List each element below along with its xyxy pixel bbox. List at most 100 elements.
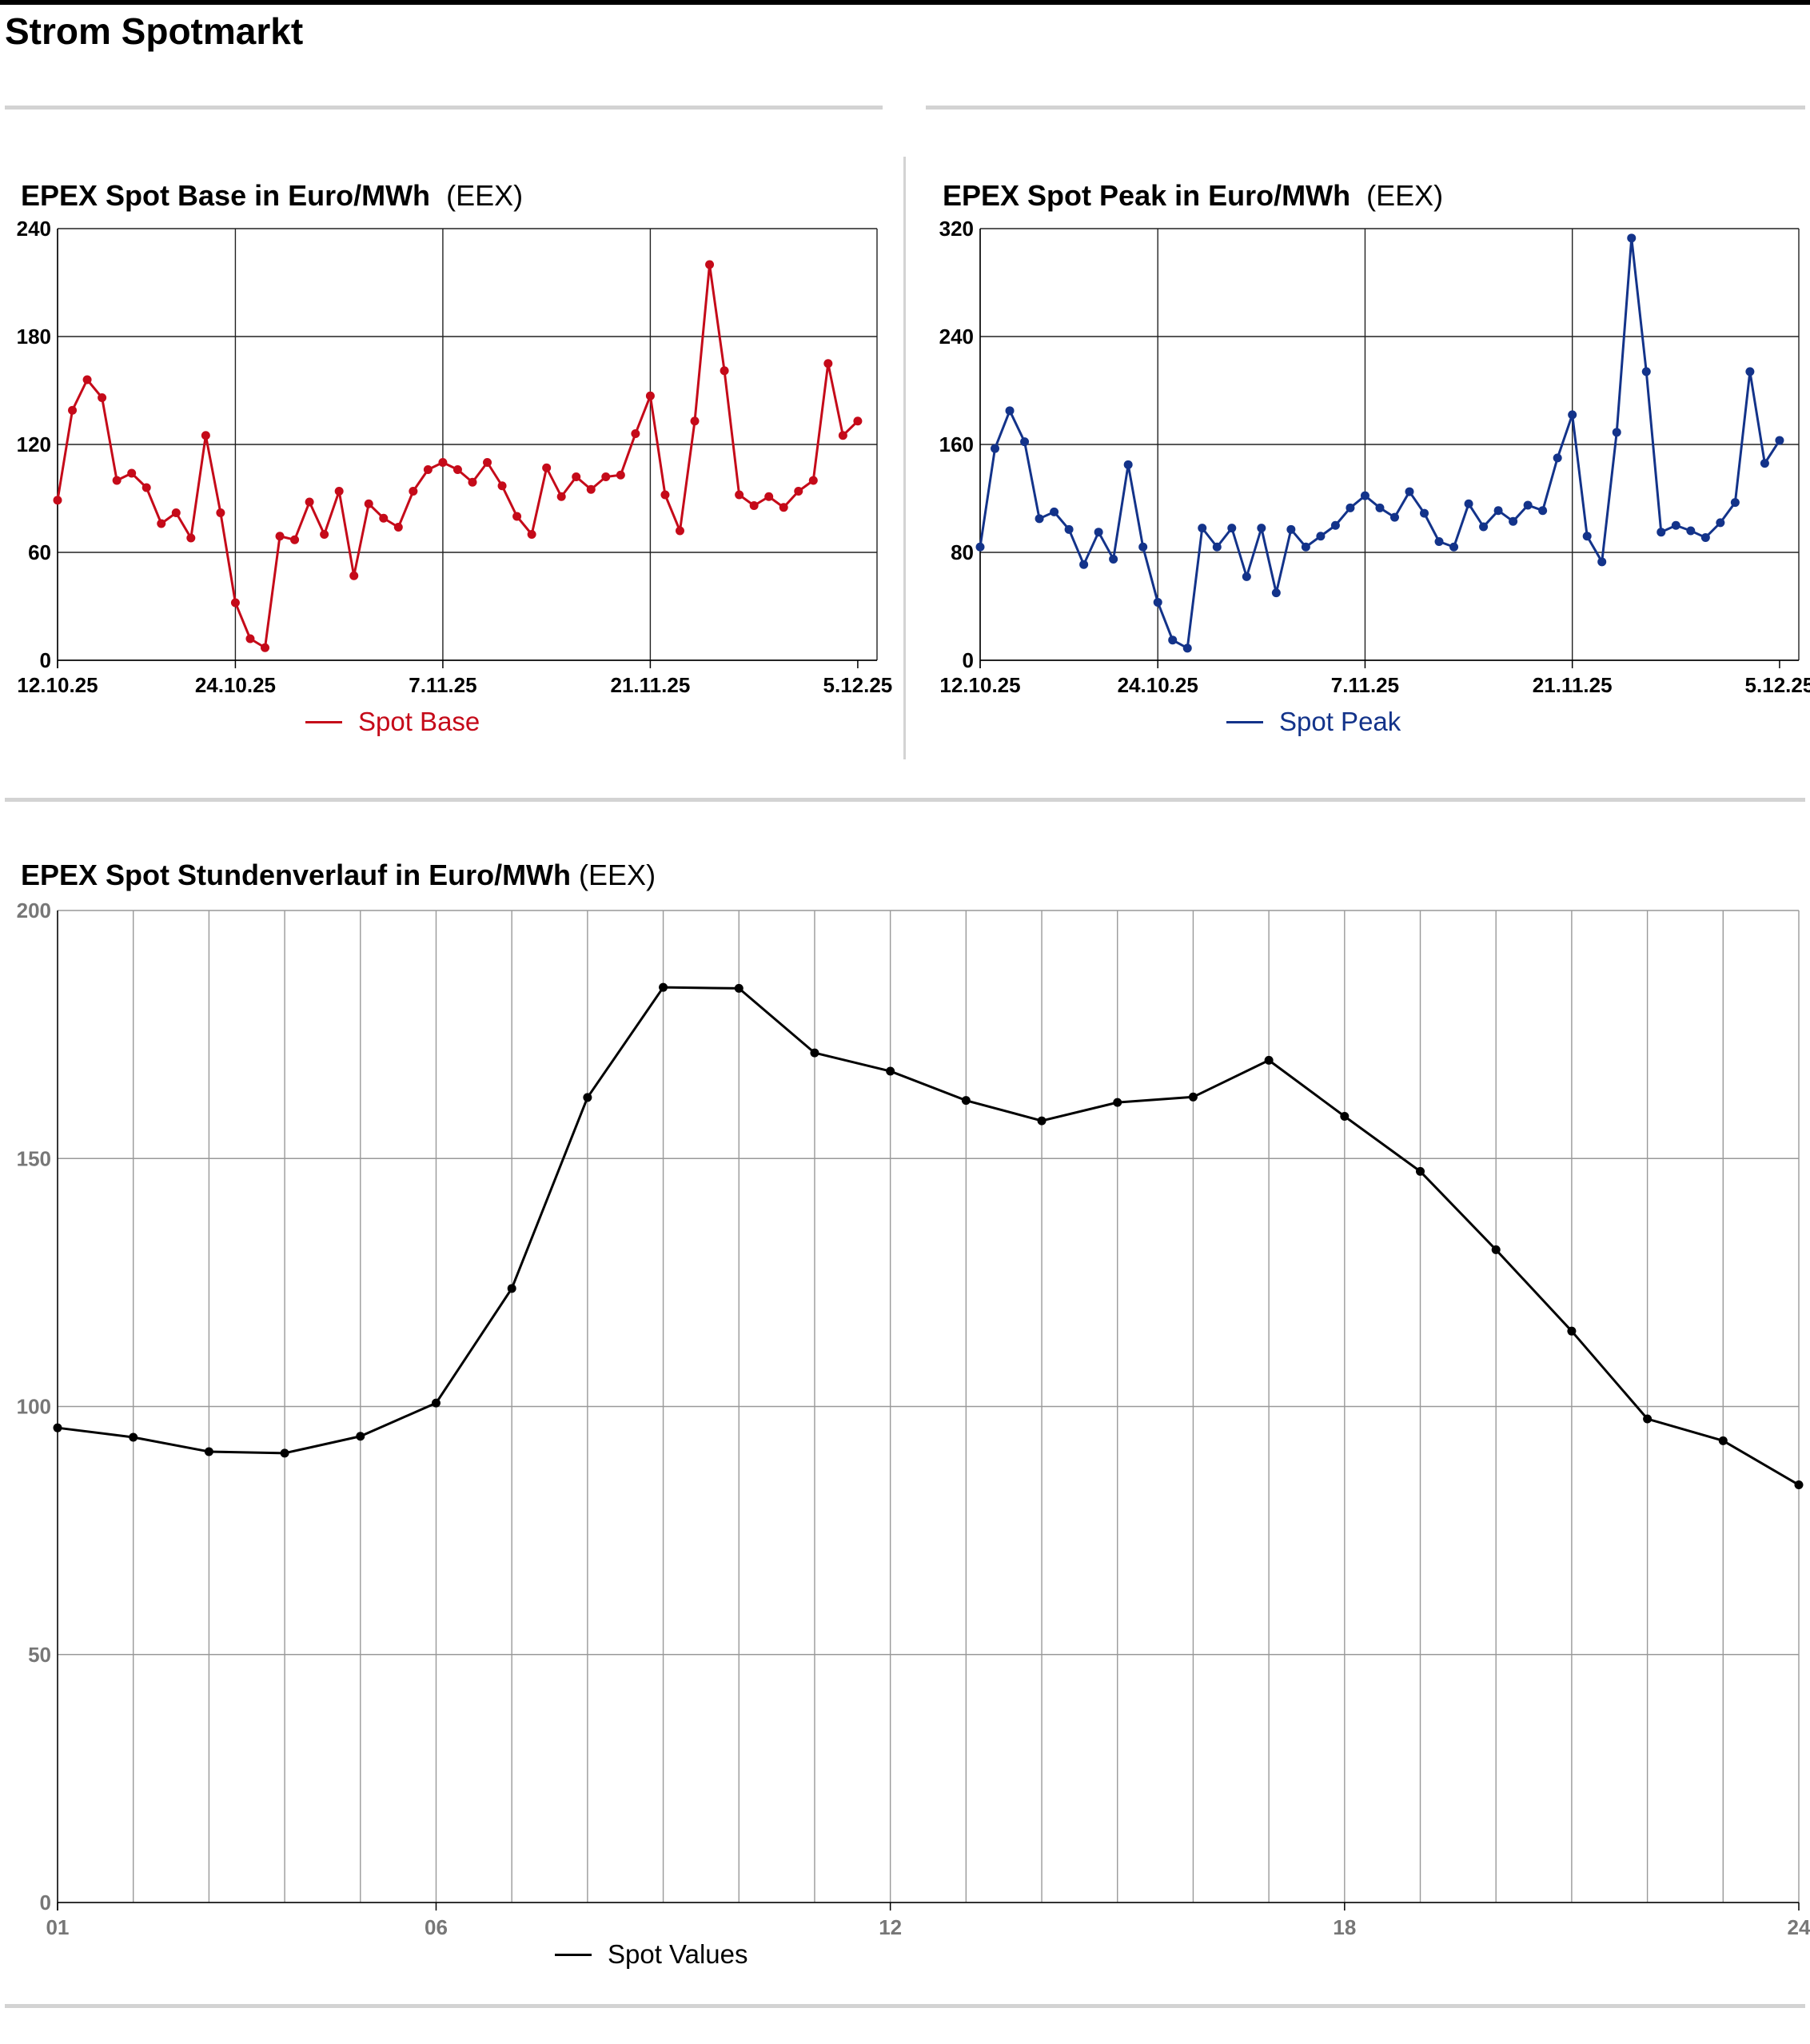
base-data-point bbox=[572, 472, 581, 481]
peak-data-point bbox=[1257, 524, 1266, 533]
hourly-legend: Spot Values bbox=[555, 1939, 748, 1970]
peak-data-point bbox=[1050, 507, 1059, 516]
peak-data-point bbox=[1020, 437, 1030, 447]
base-data-point bbox=[542, 463, 552, 472]
base-legend-label: Spot Base bbox=[358, 707, 480, 736]
peak-data-point bbox=[1389, 512, 1399, 522]
hourly-ytick-label: 100 bbox=[17, 1395, 51, 1419]
peak-data-point bbox=[1730, 498, 1740, 508]
peak-data-point bbox=[1449, 542, 1459, 552]
hourly-data-point bbox=[1264, 1055, 1274, 1065]
peak-data-point bbox=[1138, 542, 1148, 552]
peak-data-point bbox=[1346, 503, 1355, 512]
base-data-point bbox=[393, 523, 403, 532]
hourly-data-point bbox=[810, 1048, 819, 1058]
base-data-point bbox=[305, 497, 314, 507]
base-data-point bbox=[216, 508, 225, 517]
peak-data-point bbox=[1612, 428, 1621, 437]
peak-data-point bbox=[1286, 524, 1296, 534]
page-title: Strom Spotmarkt bbox=[5, 10, 304, 52]
base-data-point bbox=[290, 535, 300, 544]
peak-data-point bbox=[1035, 514, 1044, 524]
base-data-point bbox=[660, 490, 670, 500]
peak-data-point bbox=[1464, 499, 1473, 508]
base-data-point bbox=[468, 477, 477, 487]
base-data-point bbox=[275, 532, 285, 541]
base-data-point bbox=[720, 366, 729, 376]
peak-data-point bbox=[1198, 524, 1207, 533]
hourly-data-point bbox=[129, 1432, 138, 1442]
base-chart-title-text: EPEX Spot Base in Euro/MWh bbox=[21, 179, 431, 212]
hourly-data-point bbox=[1340, 1112, 1350, 1122]
base-data-point bbox=[616, 470, 625, 480]
base-data-point bbox=[379, 513, 389, 523]
hourly-data-point bbox=[280, 1448, 289, 1458]
hourly-data-point bbox=[507, 1284, 516, 1293]
base-data-point bbox=[705, 260, 715, 269]
hourly-chart: 0 50 100 150 200 01 06 12 18 24 bbox=[17, 898, 1810, 1939]
base-data-point bbox=[98, 393, 107, 402]
peak-data-point bbox=[1568, 410, 1577, 420]
peak-legend-label: Spot Peak bbox=[1279, 707, 1401, 736]
base-data-point bbox=[823, 359, 833, 369]
top-rule bbox=[0, 0, 1810, 5]
divider-vertical bbox=[903, 157, 906, 759]
hourly-chart-title-text: EPEX Spot Stundenverlauf in Euro/MWh bbox=[21, 859, 572, 891]
base-data-point bbox=[527, 530, 536, 539]
base-data-point bbox=[334, 487, 344, 496]
peak-data-point bbox=[1405, 487, 1414, 496]
hourly-ytick-label: 200 bbox=[17, 898, 51, 922]
peak-data-point bbox=[1168, 636, 1178, 645]
base-data-point bbox=[735, 490, 744, 500]
base-data-point bbox=[631, 429, 640, 438]
base-data-point bbox=[483, 458, 492, 467]
base-xtick-label: 24.10.25 bbox=[195, 673, 276, 697]
base-data-point bbox=[586, 484, 596, 494]
base-data-point bbox=[112, 476, 122, 485]
base-xtick-label: 5.12.25 bbox=[823, 673, 893, 697]
base-ytick-label: 60 bbox=[28, 540, 51, 564]
hourly-xtick-label: 18 bbox=[1333, 1915, 1356, 1939]
hourly-xtick-label: 24 bbox=[1788, 1915, 1810, 1939]
base-data-point bbox=[349, 571, 359, 580]
peak-ytick-label: 80 bbox=[951, 540, 974, 564]
base-data-point bbox=[245, 634, 255, 643]
peak-xtick-label: 5.12.25 bbox=[1745, 673, 1810, 697]
hourly-legend-label: Spot Values bbox=[608, 1939, 748, 1969]
peak-data-point bbox=[1271, 588, 1281, 598]
base-data-point bbox=[556, 492, 566, 501]
base-data-point bbox=[779, 503, 788, 512]
hourly-data-point bbox=[1113, 1098, 1122, 1107]
hourly-ytick-label: 50 bbox=[28, 1643, 51, 1667]
base-legend: Spot Base bbox=[305, 707, 480, 737]
hourly-data-point bbox=[886, 1066, 895, 1076]
hourly-xtick-label: 06 bbox=[425, 1915, 448, 1939]
base-series-line bbox=[56, 263, 859, 649]
base-data-point bbox=[230, 598, 240, 608]
base-data-point bbox=[201, 431, 210, 440]
peak-series-line bbox=[979, 237, 1781, 650]
hourly-chart-title: EPEX Spot Stundenverlauf in Euro/MWh (EE… bbox=[21, 859, 656, 892]
peak-data-point bbox=[1227, 524, 1237, 533]
hourly-xtick-label: 01 bbox=[46, 1915, 70, 1939]
base-chart-source: (EEX) bbox=[446, 179, 524, 212]
base-data-point bbox=[82, 375, 92, 384]
peak-data-point bbox=[1760, 459, 1769, 468]
hourly-data-point bbox=[659, 982, 668, 992]
peak-chart-title: EPEX Spot Peak in Euro/MWh (EEX) bbox=[943, 179, 1443, 213]
peak-ytick-label: 320 bbox=[939, 217, 974, 241]
peak-data-point bbox=[1375, 503, 1385, 512]
peak-data-point bbox=[1094, 528, 1103, 537]
hourly-xtick-label: 12 bbox=[879, 1915, 902, 1939]
hourly-data-point bbox=[1037, 1116, 1047, 1126]
base-data-point bbox=[53, 496, 62, 505]
peak-data-point bbox=[1064, 524, 1074, 534]
divider-top-left bbox=[5, 106, 883, 110]
base-ytick-label: 240 bbox=[17, 217, 51, 241]
base-ytick-label: 0 bbox=[40, 648, 51, 672]
peak-data-point bbox=[1153, 597, 1162, 607]
peak-data-point bbox=[1360, 491, 1369, 500]
base-data-point bbox=[142, 483, 151, 492]
hourly-ytick-label: 0 bbox=[40, 1891, 51, 1915]
